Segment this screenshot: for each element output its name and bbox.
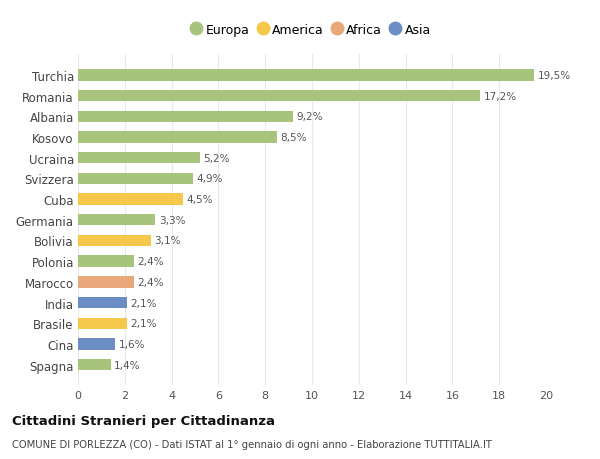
Text: 1,6%: 1,6% — [119, 339, 145, 349]
Bar — [78, 194, 184, 205]
Text: Cittadini Stranieri per Cittadinanza: Cittadini Stranieri per Cittadinanza — [12, 414, 275, 428]
Bar — [78, 359, 111, 370]
Text: 2,4%: 2,4% — [137, 277, 164, 287]
Bar — [78, 297, 127, 308]
Text: 2,4%: 2,4% — [137, 257, 164, 267]
Bar — [78, 112, 293, 123]
Bar — [78, 215, 155, 226]
Text: 1,4%: 1,4% — [114, 360, 141, 370]
Bar — [78, 132, 277, 143]
Legend: Europa, America, Africa, Asia: Europa, America, Africa, Asia — [188, 19, 436, 42]
Text: 9,2%: 9,2% — [297, 112, 323, 122]
Text: 2,1%: 2,1% — [131, 298, 157, 308]
Text: 3,1%: 3,1% — [154, 236, 181, 246]
Bar — [78, 235, 151, 246]
Bar — [78, 174, 193, 185]
Bar — [78, 70, 535, 81]
Bar — [78, 277, 134, 288]
Text: 3,3%: 3,3% — [159, 215, 185, 225]
Bar — [78, 91, 481, 102]
Text: 17,2%: 17,2% — [484, 91, 517, 101]
Text: 2,1%: 2,1% — [131, 319, 157, 329]
Bar — [78, 339, 115, 350]
Text: 19,5%: 19,5% — [538, 71, 571, 81]
Text: 8,5%: 8,5% — [280, 133, 307, 143]
Text: COMUNE DI PORLEZZA (CO) - Dati ISTAT al 1° gennaio di ogni anno - Elaborazione T: COMUNE DI PORLEZZA (CO) - Dati ISTAT al … — [12, 440, 492, 449]
Text: 5,2%: 5,2% — [203, 153, 230, 163]
Bar — [78, 256, 134, 267]
Text: 4,9%: 4,9% — [196, 174, 223, 184]
Text: 4,5%: 4,5% — [187, 195, 214, 205]
Bar — [78, 153, 200, 164]
Bar — [78, 318, 127, 329]
